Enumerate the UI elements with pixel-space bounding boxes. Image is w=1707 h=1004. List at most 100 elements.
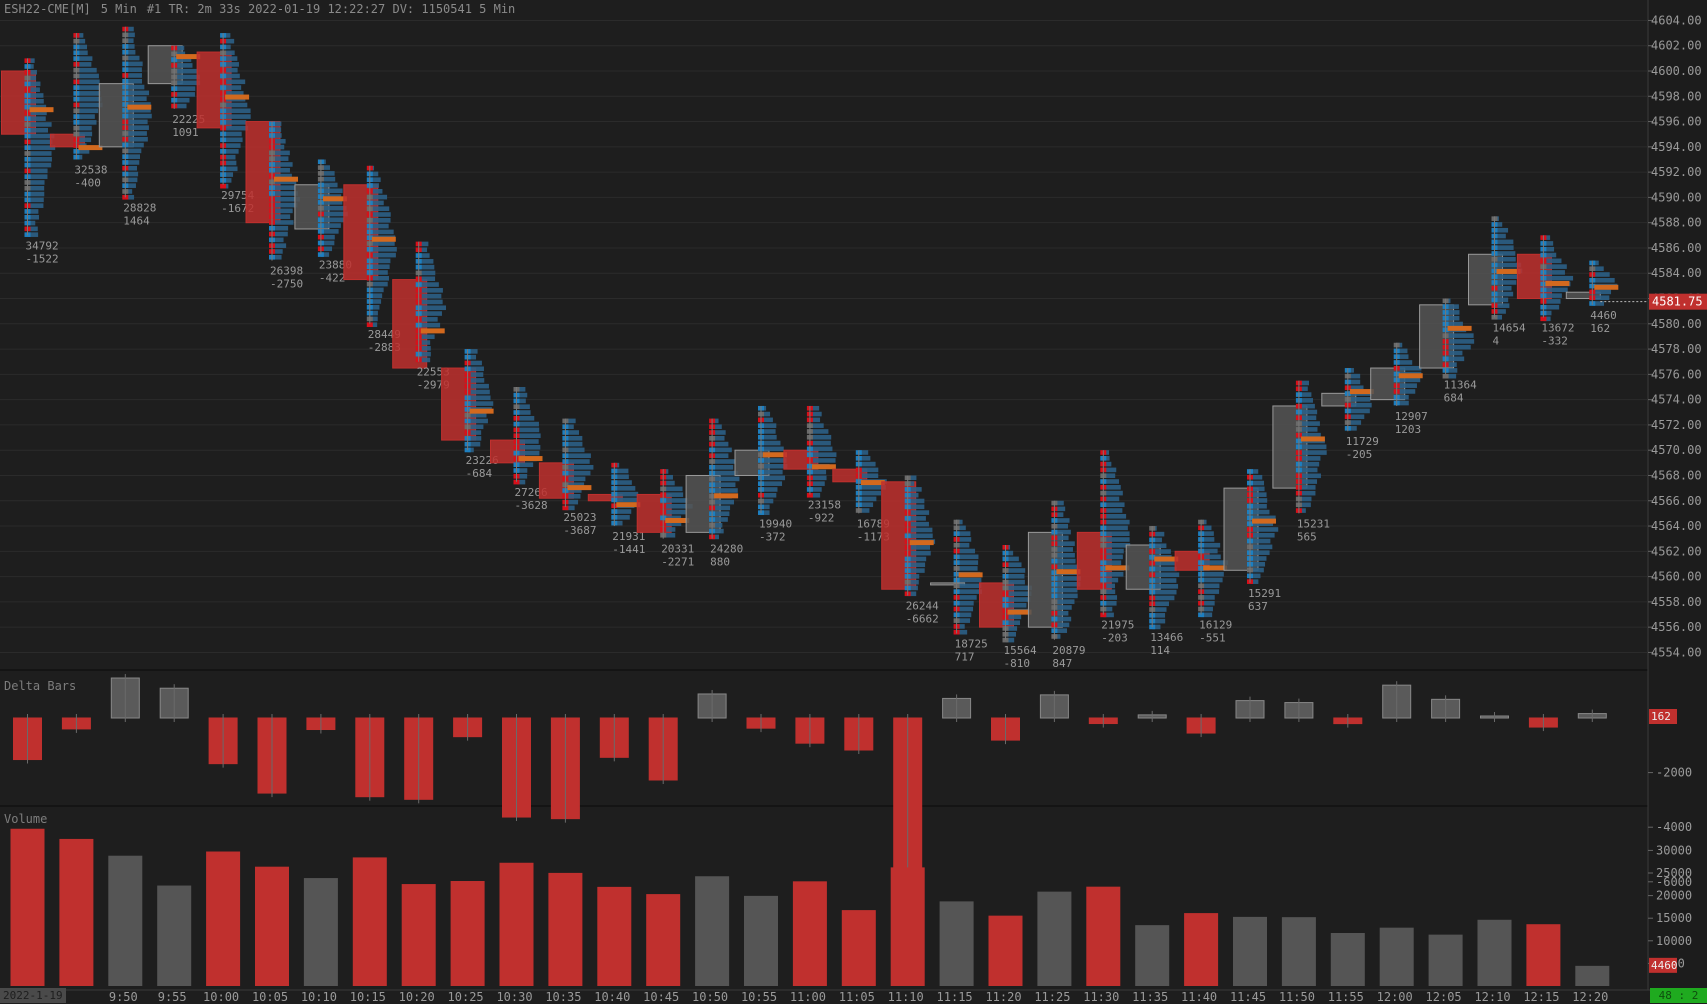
volume-profile-row bbox=[565, 424, 574, 429]
volume-profile-row bbox=[1543, 235, 1551, 240]
bar-volume-label: 19940 bbox=[759, 517, 792, 530]
volume-bar bbox=[1037, 891, 1072, 986]
time-axis-label: 10:30 bbox=[496, 990, 532, 1004]
time-axis-label: 10:50 bbox=[692, 990, 728, 1004]
volume-profile-row bbox=[761, 510, 770, 515]
volume-profile-row bbox=[223, 79, 246, 85]
volume-profile-row bbox=[1543, 258, 1562, 264]
volume-profile-row bbox=[27, 162, 52, 168]
volume-profile-row bbox=[1201, 525, 1212, 531]
volume-profile-row bbox=[418, 276, 436, 282]
volume-profile-row bbox=[663, 474, 673, 480]
volume-profile-row bbox=[76, 149, 90, 154]
volume-profile-row bbox=[1005, 603, 1027, 608]
volume-profile-row bbox=[712, 465, 734, 470]
volume-profile-row bbox=[467, 447, 474, 453]
volume-profile-row bbox=[809, 475, 827, 481]
volume-profile-row bbox=[272, 150, 290, 156]
volume-bar bbox=[792, 881, 827, 986]
footprint-cell bbox=[317, 252, 324, 257]
volume-profile-row bbox=[1152, 618, 1166, 624]
poc-marker bbox=[225, 94, 250, 100]
volume-profile-row bbox=[1298, 508, 1306, 513]
volume-profile-row bbox=[125, 136, 148, 142]
time-axis-label: 9:50 bbox=[109, 990, 138, 1004]
volume-profile-row bbox=[223, 50, 235, 56]
volume-profile-row bbox=[1347, 368, 1354, 373]
volume-profile-row bbox=[1005, 614, 1022, 620]
volume-profile-row bbox=[1103, 601, 1117, 606]
volume-profile-row bbox=[761, 504, 770, 510]
volume-profile-row bbox=[1201, 554, 1221, 560]
volume-profile-row bbox=[1054, 506, 1066, 512]
volume-profile-row bbox=[369, 305, 380, 310]
volume-profile-row bbox=[1152, 601, 1169, 607]
volume-profile-row bbox=[516, 468, 528, 473]
volume-profile-row bbox=[1494, 285, 1512, 291]
volume-profile-row bbox=[223, 114, 251, 119]
price-tick-label: 4600.00 bbox=[1651, 64, 1702, 78]
volume-profile-row bbox=[1494, 227, 1509, 233]
volume-profile-row bbox=[76, 120, 97, 125]
volume-profile-row bbox=[1298, 427, 1318, 432]
volume-profile-row bbox=[174, 51, 186, 57]
volume-profile-row bbox=[125, 171, 139, 177]
volume-profile-row bbox=[809, 423, 824, 428]
volume-profile-row bbox=[272, 173, 292, 179]
volume-profile-row bbox=[174, 97, 190, 103]
time-axis-label: 12:10 bbox=[1474, 990, 1510, 1004]
volume-profile-row bbox=[76, 73, 99, 79]
chart-info-label: #1 TR: 2m 33s 2022-01-19 12:22:27 DV: 11… bbox=[146, 2, 516, 16]
volume-profile-row bbox=[467, 441, 481, 447]
bar-volume-label: 24280 bbox=[710, 543, 743, 556]
volume-bar bbox=[646, 894, 681, 986]
volume-profile-row bbox=[907, 550, 931, 556]
volume-profile-row bbox=[1298, 380, 1310, 386]
volume-profile-row bbox=[809, 429, 829, 434]
volume-profile-row bbox=[223, 120, 247, 125]
footprint-bar bbox=[1272, 380, 1327, 514]
volume-profile-row bbox=[27, 185, 45, 191]
time-axis-label: 10:05 bbox=[252, 990, 288, 1004]
bar-volume-label: 25023 bbox=[563, 511, 596, 524]
volume-profile-row bbox=[1445, 344, 1471, 350]
volume-profile-row bbox=[76, 131, 93, 137]
volume-profile-row bbox=[614, 491, 639, 497]
volume-profile-row bbox=[1103, 543, 1131, 548]
volume-profile-row bbox=[1543, 299, 1561, 304]
volume-profile-row bbox=[125, 44, 135, 49]
volume-profile-row bbox=[1054, 587, 1078, 593]
volume-profile-row bbox=[858, 456, 871, 461]
volume-profile-row bbox=[467, 418, 488, 424]
volume-profile-row bbox=[125, 131, 147, 136]
volume-profile-row bbox=[1592, 266, 1604, 271]
volume-profile-row bbox=[1250, 474, 1263, 480]
bar-volume-label: 26244 bbox=[906, 600, 939, 613]
footprint-bar bbox=[441, 349, 494, 453]
volume-profile-row bbox=[272, 225, 289, 231]
volume-profile-row bbox=[320, 246, 333, 252]
delta-panel-label: Delta Bars bbox=[4, 679, 77, 693]
volume-profile-row bbox=[1103, 485, 1121, 490]
volume-profile-row bbox=[1250, 544, 1273, 550]
volume-profile-row bbox=[1005, 620, 1021, 625]
volume-profile-row bbox=[858, 490, 882, 496]
volume-profile-row bbox=[565, 488, 582, 493]
volume-profile-row bbox=[1250, 550, 1270, 555]
volume-profile-row bbox=[223, 67, 238, 73]
volume-profile-row bbox=[907, 556, 927, 562]
volume-profile-row bbox=[27, 180, 45, 185]
bar-delta-label: -400 bbox=[74, 176, 101, 189]
volume-profile-row bbox=[1103, 583, 1116, 589]
volume-profile-row bbox=[272, 237, 284, 243]
volume-profile-row bbox=[516, 416, 535, 421]
volume-profile-row bbox=[467, 436, 482, 441]
volume-profile-row bbox=[907, 504, 925, 510]
volume-profile-row bbox=[809, 405, 820, 411]
volume-profile-row bbox=[125, 49, 136, 55]
volume-profile-row bbox=[1347, 408, 1370, 414]
volume-profile-row bbox=[320, 176, 336, 182]
volume-profile-row bbox=[369, 287, 384, 293]
